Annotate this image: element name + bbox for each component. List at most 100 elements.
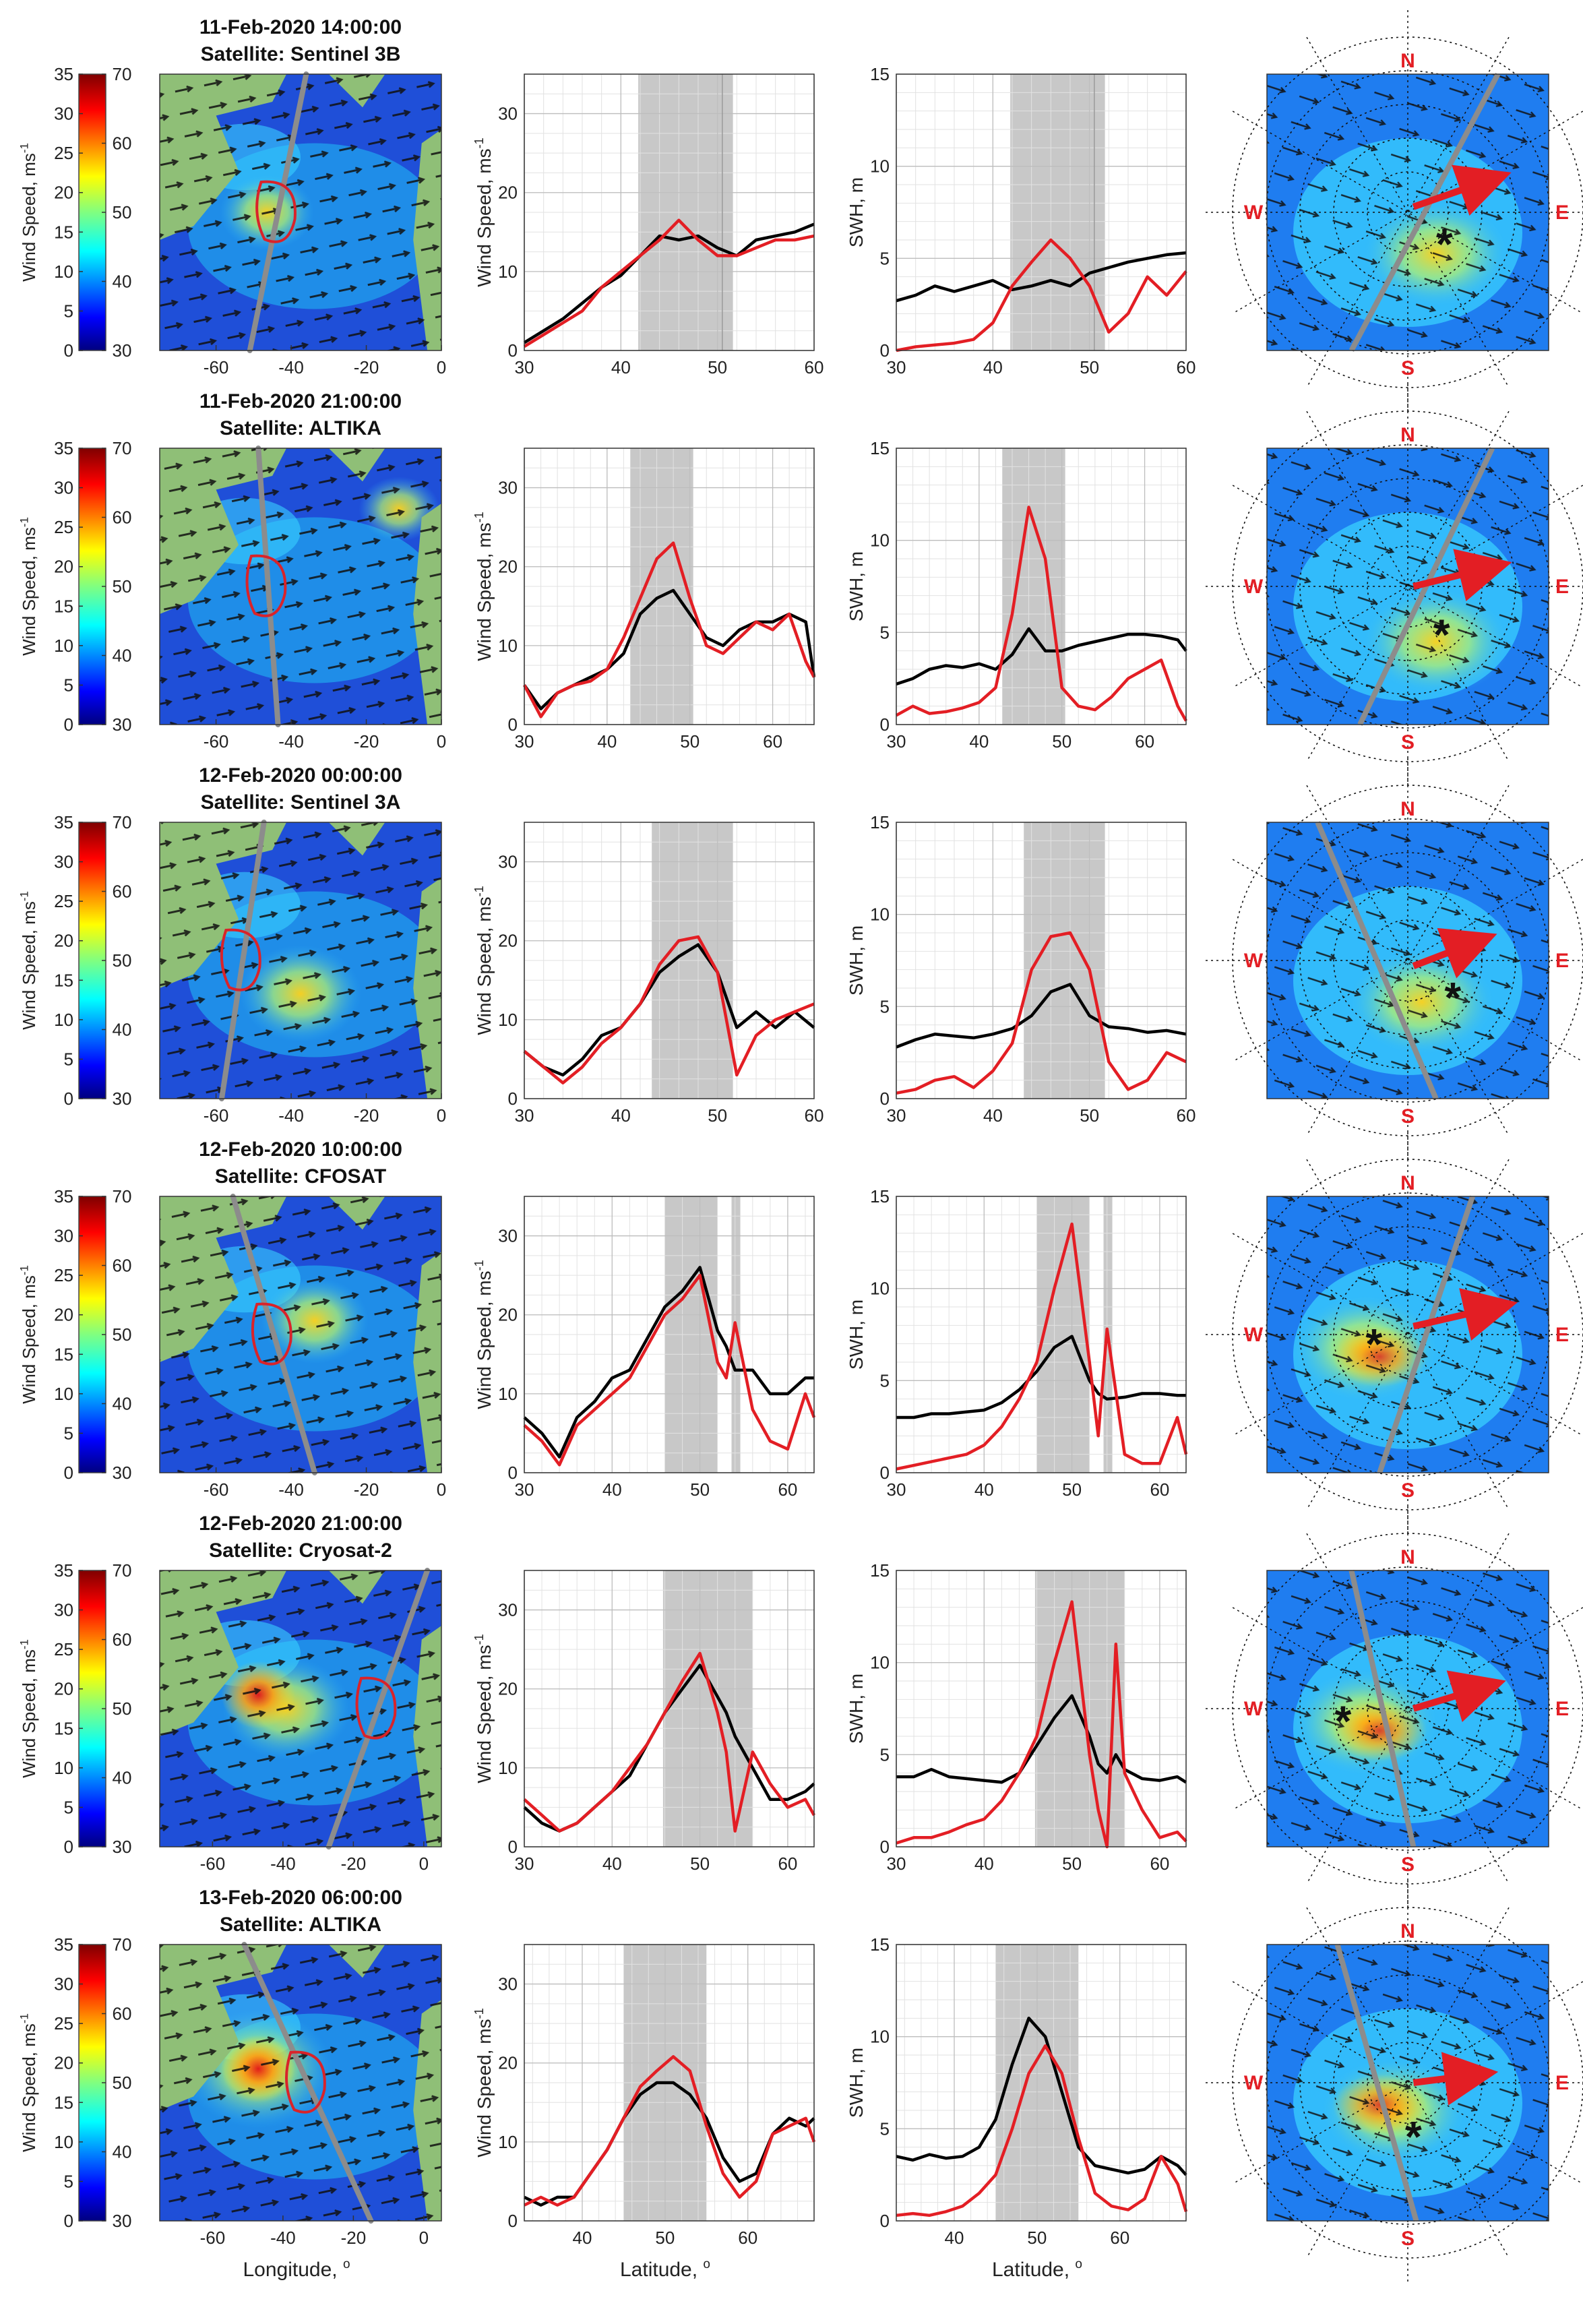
colorbar-left-tick-label: 5 xyxy=(64,2171,73,2191)
plot-y-tick-label: 5 xyxy=(880,996,890,1016)
map-frame xyxy=(159,822,442,1099)
colorbar-right-tick-label: 70 xyxy=(113,1186,132,1206)
latitude-axis-label: Latitude, o xyxy=(992,2257,1082,2281)
plot-x-tick-label: 30 xyxy=(887,1479,906,1500)
map-frame xyxy=(159,448,442,725)
plot-x-tick-label: 30 xyxy=(515,357,534,377)
map-lon-axis-label: Longitude, o xyxy=(243,2257,350,2281)
colorbar-left-tick-label: 5 xyxy=(64,301,73,321)
swh-plot-1: 30 40 50 60 0 5 10 15 SWH, m xyxy=(846,438,1187,752)
plot-y-tick-label: 30 xyxy=(498,104,518,124)
colorbar-left-tick-label: 30 xyxy=(54,1974,73,1994)
colorbar-right-tick-label: 60 xyxy=(113,1256,132,1276)
colorbar-4: 0 5 10 15 20 25 30 35 30 40 50 60 70 Wind Speed, ms-1 xyxy=(18,1560,132,1857)
plot-x-tick-label: 60 xyxy=(1110,2228,1129,2248)
colorbar-left-tick-label: 10 xyxy=(54,636,73,656)
colorbar-right-tick-label: 70 xyxy=(113,438,132,458)
plot-x-tick-label: 30 xyxy=(515,1105,534,1126)
map-wind-vectors xyxy=(160,74,441,350)
plot-y-tick-label: 15 xyxy=(870,1186,890,1206)
radial-frame xyxy=(1266,73,1549,351)
compass-east-label: E xyxy=(1555,202,1569,224)
colorbar-left-tick-label: 25 xyxy=(54,1265,73,1285)
map-lon-tick-label: 0 xyxy=(437,731,446,752)
colorbar-left-tick-label: 30 xyxy=(54,104,73,124)
map-lon-tick-label: -20 xyxy=(341,2228,367,2248)
map-frame xyxy=(159,1944,442,2222)
plot-x-tick-label: 40 xyxy=(611,1105,631,1126)
plot-y-tick-label: 30 xyxy=(498,852,518,872)
row-time-title: 13-Feb-2020 06:00:00 xyxy=(199,1887,402,1909)
compass-north-label: N xyxy=(1400,1546,1415,1568)
plot-x-tick-label: 50 xyxy=(680,731,700,752)
colorbar-label: Wind Speed, ms-1 xyxy=(18,891,39,1030)
plot-x-tick-label: 40 xyxy=(983,357,1003,377)
row-time-title: 11-Feb-2020 21:00:00 xyxy=(199,390,402,412)
row-time-title: 11-Feb-2020 14:00:00 xyxy=(199,16,402,38)
radial-storm-center-marker: * xyxy=(1433,611,1450,659)
plot-x-tick-label: 60 xyxy=(778,1854,797,1874)
plot-x-tick-label: 50 xyxy=(1052,731,1072,752)
radial-satellite-track xyxy=(1377,1195,1475,1474)
colorbar-right-tick-label: 30 xyxy=(113,2211,132,2231)
colorbar-label: Wind Speed, ms-1 xyxy=(18,517,39,656)
compass-east-label: E xyxy=(1555,1698,1569,1720)
plot-y-tick-label: 5 xyxy=(880,248,890,268)
colorbar-label: Wind Speed, ms-1 xyxy=(18,143,39,282)
plot-x-tick-label: 60 xyxy=(763,731,782,752)
satellite-series-line xyxy=(896,251,1187,303)
plot-frame xyxy=(896,73,1187,351)
plot-x-tick-label: 50 xyxy=(690,1479,710,1500)
plot-x-tick-label: 40 xyxy=(597,731,617,752)
map-storm-contour xyxy=(245,554,287,617)
latitude-axis-label: Latitude, o xyxy=(620,2257,710,2281)
plot-x-tick-label: 50 xyxy=(708,1105,727,1126)
colorbar-right-tick-label: 60 xyxy=(113,882,132,902)
compass-north-label: N xyxy=(1400,1172,1415,1194)
model-series-line xyxy=(523,1273,816,1467)
plot-y-tick-label: 10 xyxy=(870,905,890,925)
plot-y-tick-label: 10 xyxy=(870,2027,890,2047)
map-satellite-track xyxy=(241,1942,374,2224)
colorbar-5: 0 5 10 15 20 25 30 35 30 40 50 60 70 Wind Speed, ms-1 xyxy=(18,1934,132,2231)
map-lon-tick-label: -20 xyxy=(354,357,379,377)
plot-frame xyxy=(524,1570,815,1847)
plot-frame xyxy=(896,1944,1187,2222)
map-wind-vectors xyxy=(160,448,441,725)
satellite-series-line xyxy=(896,627,1187,686)
radial-satellite-track xyxy=(1348,73,1501,352)
colorbar-left-tick-label: 15 xyxy=(54,970,73,990)
plot-y-tick-label: 0 xyxy=(508,1089,518,1109)
wind-y-axis-label: Wind Speed, ms-1 xyxy=(472,1260,495,1409)
map-lon-tick-label: 0 xyxy=(437,1105,446,1126)
plot-y-tick-label: 5 xyxy=(880,1370,890,1390)
map-lon-tick-label: 0 xyxy=(437,357,446,377)
plot-y-tick-label: 10 xyxy=(498,262,518,282)
plot-shaded-region xyxy=(1034,1570,1125,1847)
model-series-line xyxy=(523,541,815,718)
map-lon-tick-label: -40 xyxy=(278,357,304,377)
plot-x-tick-label: 50 xyxy=(1080,357,1099,377)
colorbar-left-tick-label: 25 xyxy=(54,891,73,911)
plot-y-tick-label: 15 xyxy=(870,438,890,458)
colorbar-left-tick-label: 10 xyxy=(54,2132,73,2152)
storm-radial-0: * N S W E xyxy=(1206,10,1583,415)
plot-y-tick-label: 10 xyxy=(870,156,890,177)
wind-y-axis-label: Wind Speed, ms-1 xyxy=(472,137,495,287)
colorbar-1: 0 5 10 15 20 25 30 35 30 40 50 60 70 Wind Speed, ms-1 xyxy=(18,438,132,735)
wind-y-axis-label: Wind Speed, ms-1 xyxy=(472,512,495,661)
colorbar-left-tick-label: 25 xyxy=(54,517,73,537)
colorbar-right-tick-label: 60 xyxy=(113,508,132,528)
plot-shaded-region xyxy=(1010,74,1105,350)
plot-y-tick-label: 0 xyxy=(508,1463,518,1483)
plot-x-tick-label: 50 xyxy=(655,2228,675,2248)
colorbar-left-tick-label: 30 xyxy=(54,1226,73,1246)
satellite-series-line xyxy=(523,943,815,1077)
storm-radial-1: * N S W E xyxy=(1206,384,1583,789)
colorbar-right-tick-label: 70 xyxy=(113,1560,132,1581)
colorbar-right-tick-label: 30 xyxy=(113,1089,132,1109)
